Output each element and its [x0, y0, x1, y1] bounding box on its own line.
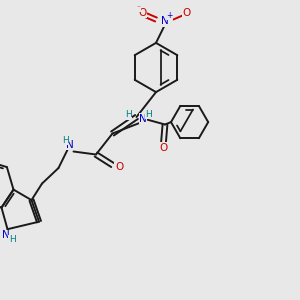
- Text: O: O: [182, 8, 191, 18]
- Text: ⁻: ⁻: [136, 3, 141, 12]
- Text: O: O: [159, 143, 168, 153]
- Text: N: N: [66, 140, 74, 150]
- Text: H: H: [145, 110, 152, 118]
- Text: H: H: [9, 235, 15, 244]
- Text: H: H: [62, 136, 68, 145]
- Text: N: N: [2, 230, 10, 240]
- Text: N: N: [139, 113, 147, 124]
- Text: O: O: [115, 161, 123, 172]
- Text: O: O: [138, 8, 147, 18]
- Text: +: +: [166, 11, 173, 20]
- Text: H: H: [125, 110, 131, 119]
- Text: N: N: [161, 16, 169, 26]
